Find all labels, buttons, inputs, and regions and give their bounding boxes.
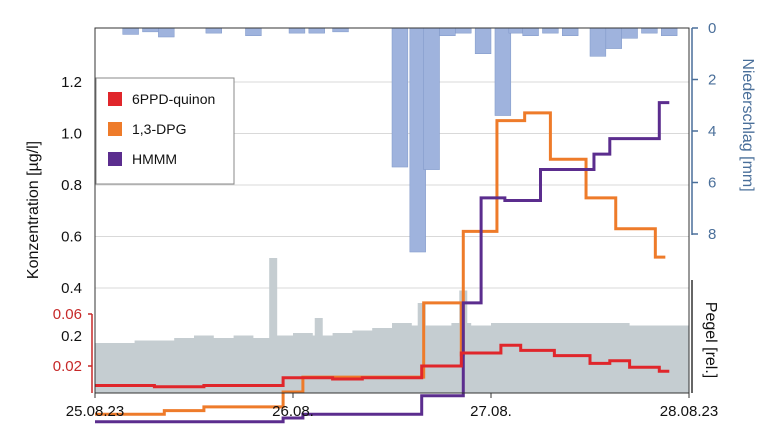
legend-label: 1,3-DPG	[132, 121, 186, 137]
pegel-axis-title: Pegel [rel.]	[702, 302, 719, 378]
pegel-area	[95, 258, 689, 393]
x-tick-label: 26.08.	[272, 403, 314, 420]
red-tick-label: 0.06	[53, 306, 82, 323]
precipitation-bar	[494, 27, 512, 116]
x-tick-label: 27.08.	[470, 403, 512, 420]
legend-label: 6PPD-quinon	[132, 91, 215, 107]
series-lines	[95, 101, 670, 424]
precipitation-bar	[455, 27, 472, 34]
precipitation-bar	[245, 27, 262, 36]
right-axis: 0 2 4 6 8	[691, 20, 716, 393]
precip-tick-label: 8	[708, 226, 716, 243]
precipitation-bar	[391, 27, 409, 168]
left-tick-label: 1.0	[61, 126, 82, 143]
legend-swatch	[108, 122, 122, 136]
precipitation-bar	[522, 27, 539, 36]
precipitation-bar	[423, 27, 440, 170]
left-tick-label: 0.8	[61, 177, 82, 194]
x-tick-label: 25.08.23	[66, 403, 124, 420]
legend-label: HMMM	[132, 151, 177, 167]
precipitation-bar	[332, 27, 349, 33]
precipitation-bar	[589, 27, 607, 57]
precipitation-bar	[439, 27, 456, 36]
red-tick-label: 0.02	[53, 358, 82, 375]
precipitation-bar	[409, 27, 426, 253]
left-tick-label: 1.2	[61, 74, 82, 91]
precipitation-bar	[158, 27, 175, 38]
left-tick-label: 0.2	[61, 328, 82, 345]
left-tick-label: 0.6	[61, 229, 82, 246]
legend: 6PPD-quinon 1,3-DPG HMMM	[95, 77, 235, 185]
precipitation-bar	[562, 27, 579, 36]
precipitation-bar	[122, 27, 139, 35]
precipitation-bar	[205, 27, 222, 34]
precipitation-bar	[142, 27, 159, 33]
precipitation-bar	[508, 27, 525, 34]
pegel-spike	[417, 303, 426, 393]
plot-frame	[94, 27, 690, 394]
precipitation-bar	[605, 27, 622, 49]
left-axis: 0.4 0.6 0.8 1.0 1.2 0.2 0.02 0.06	[53, 74, 93, 393]
precipitation-bar	[288, 27, 306, 34]
precip-tick-label: 0	[708, 20, 716, 37]
x-axis: 25.08.23 26.08. 27.08. 28.08.23	[66, 393, 718, 420]
precip-tick-label: 2	[708, 72, 716, 89]
precipitation-bar	[621, 27, 638, 39]
series-line	[95, 343, 670, 389]
precipitation-bar	[308, 27, 325, 34]
pegel-area-fill	[95, 323, 689, 393]
pegel-spike	[314, 318, 323, 393]
left-axis-title: Konzentration [µg/l]	[25, 141, 42, 279]
x-tick-label: 28.08.23	[660, 403, 718, 420]
pegel-spike	[269, 258, 278, 393]
precip-tick-label: 4	[708, 123, 716, 140]
precip-tick-label: 6	[708, 175, 716, 192]
legend-swatch	[108, 92, 122, 106]
precipitation-bar	[661, 27, 678, 36]
legend-swatch	[108, 152, 122, 166]
left-tick-label: 0.4	[61, 280, 82, 297]
precipitation-bar	[474, 27, 492, 54]
precipitation-bars	[122, 27, 678, 253]
precipitation-bar	[641, 27, 658, 34]
precipitation-bar	[542, 27, 559, 34]
series-line	[95, 101, 670, 424]
precipitation-axis-title: Niederschlag [mm]	[739, 58, 756, 191]
